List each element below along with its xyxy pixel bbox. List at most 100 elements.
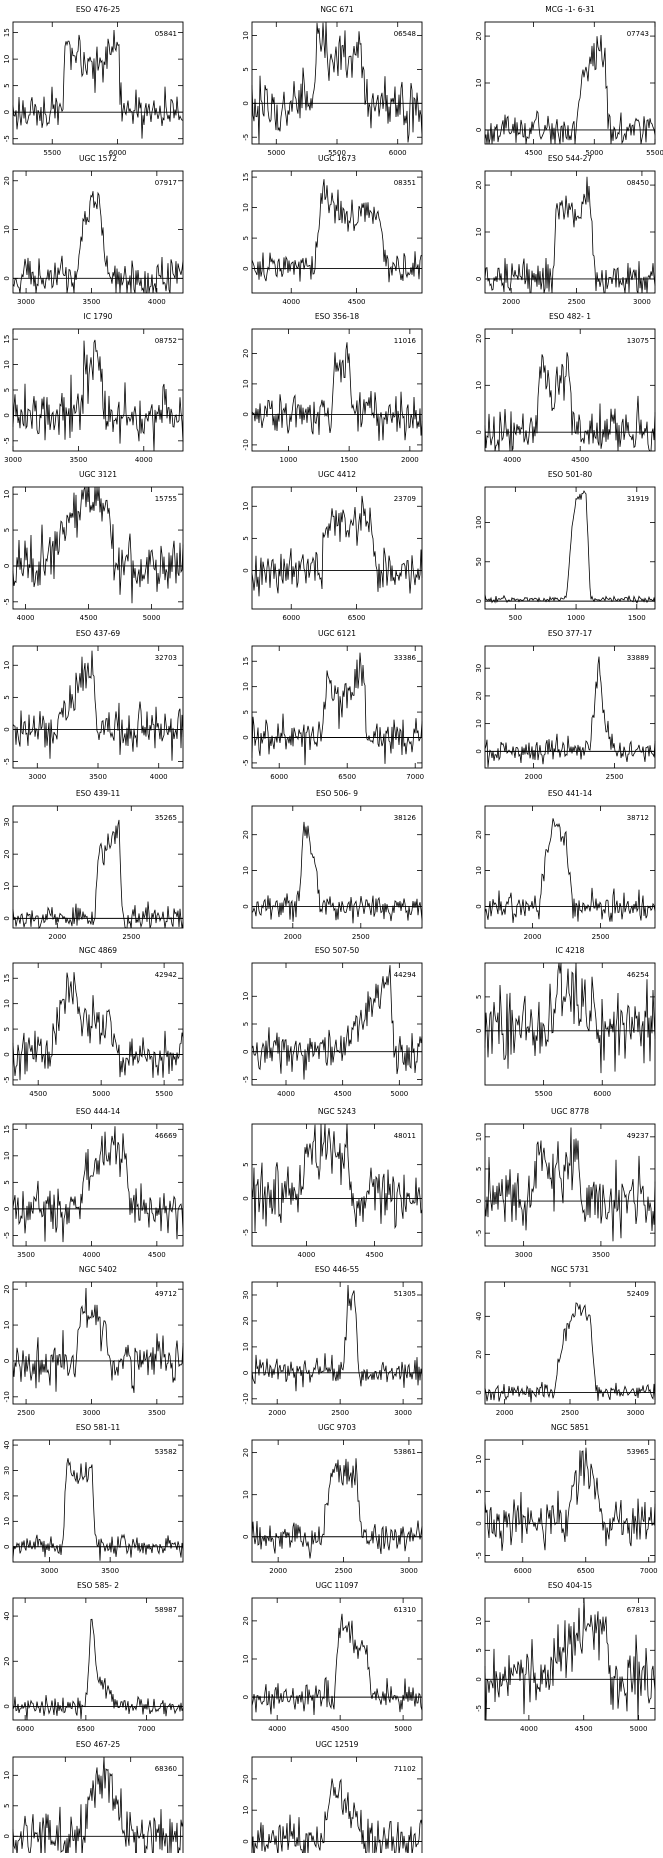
panel-frame	[484, 805, 656, 929]
panel-title: ESO 544-27	[548, 154, 593, 163]
panel-id-label: 53861	[394, 1448, 416, 1456]
panel-id-label: 61310	[394, 1606, 416, 1614]
panel-title: UGC 3121	[79, 470, 117, 479]
y-tick-label: 0	[242, 735, 250, 739]
x-tick-label: 6000	[593, 1090, 611, 1098]
y-tick-label: 5	[3, 695, 11, 699]
spectrum-line	[484, 1598, 656, 1721]
x-tick-label: 7000	[406, 773, 424, 781]
x-tick-label: 4000	[297, 1251, 315, 1259]
panel-title: ESO 501-80	[548, 470, 593, 479]
y-tick-label: -5	[242, 1076, 250, 1083]
panel-title: UGC 8778	[551, 1107, 589, 1116]
y-tick-label: 20	[3, 850, 11, 859]
panel-title: ESO 437-69	[76, 629, 121, 638]
panel-id-label: 07743	[627, 30, 649, 38]
x-tick-label: 2500	[122, 933, 140, 941]
panel-id-label: 07917	[155, 179, 177, 187]
x-tick-label: 3000	[626, 1409, 644, 1417]
spectrum-panel-08351: UGC 1673 08351 4000 4500 0 5 10 15	[242, 154, 423, 306]
y-tick-label: 5	[242, 1022, 250, 1026]
spectrum-line	[12, 972, 184, 1081]
y-tick-label: 20	[242, 830, 250, 839]
y-tick-label: -5	[3, 437, 11, 444]
y-tick-label: 10	[475, 228, 483, 237]
y-tick-label: 10	[475, 719, 483, 728]
y-tick-label: 10	[475, 1455, 483, 1464]
spectrum-line	[251, 1284, 423, 1392]
y-tick-label: 15	[3, 1125, 11, 1134]
panel-id-label: 06548	[394, 30, 416, 38]
spectrum-panel-32703: ESO 437-69 32703 3000 3500 4000 -5 0 5 10	[3, 629, 184, 781]
panel-frame	[251, 1439, 423, 1563]
panel-title: IC 4218	[556, 946, 585, 955]
y-tick-label: 10	[3, 1771, 11, 1780]
spectrum-panel-13075: ESO 482- 1 13075 4000 4500 0 10 20	[475, 312, 656, 464]
y-tick-label: 0	[475, 749, 483, 753]
x-tick-label: 3500	[17, 1251, 35, 1259]
y-tick-label: 10	[242, 1655, 250, 1664]
y-tick-label: 20	[242, 1316, 250, 1325]
panel-frame	[251, 328, 423, 452]
y-tick-label: 10	[3, 360, 11, 369]
spectrum-panel-31919: ESO 501-80 31919 500 1000 1500 0 50 100	[475, 470, 656, 622]
y-tick-label: 10	[3, 661, 11, 670]
x-tick-label: 5000	[92, 1090, 110, 1098]
y-tick-label: 10	[242, 1342, 250, 1351]
spectrum-panel-08450: ESO 544-27 08450 2000 2500 3000 0 10 20	[475, 154, 656, 306]
y-tick-label: 0	[3, 1052, 11, 1056]
panel-frame	[12, 328, 184, 452]
y-tick-label: 0	[242, 101, 250, 105]
spectrum-panel-58987: ESO 585- 2 58987 6000 6500 7000 0 20 40	[3, 1581, 184, 1733]
y-tick-label: 10	[242, 682, 250, 691]
y-tick-label: 10	[475, 1132, 483, 1141]
y-tick-label: 10	[475, 381, 483, 390]
y-tick-label: 10	[242, 203, 250, 212]
y-tick-label: 0	[3, 413, 11, 417]
spectrum-line	[251, 1613, 423, 1716]
x-tick-label: 4500	[80, 614, 98, 622]
x-tick-label: 3000	[515, 1251, 533, 1259]
panel-frame	[12, 962, 184, 1086]
panel-title: NGC 671	[320, 5, 354, 14]
y-tick-label: 5	[475, 1489, 483, 1493]
y-tick-label: 0	[3, 727, 11, 731]
y-tick-label: 10	[3, 1321, 11, 1330]
y-tick-label: 0	[3, 564, 11, 568]
panel-frame	[12, 1597, 184, 1721]
y-tick-label: 20	[3, 1285, 11, 1294]
spectrum-panel-44294: ESO 507-50 44294 4000 4500 5000 -5 0 5 10	[242, 946, 423, 1098]
panel-id-label: 42942	[155, 971, 177, 979]
x-tick-label: 5500	[646, 149, 663, 157]
x-tick-label: 5500	[535, 1090, 553, 1098]
x-tick-label: 3500	[83, 298, 101, 306]
spectrum-panel-33889: ESO 377-17 33889 2000 2500 0 10 20 30	[475, 629, 656, 781]
panel-frame	[12, 1123, 184, 1247]
spectrum-panel-07917: UGC 1572 07917 3000 3500 4000 0 10 20	[3, 154, 184, 306]
panel-title: NGC 5851	[551, 1423, 589, 1432]
y-tick-label: 50	[475, 557, 483, 566]
y-tick-label: 10	[242, 31, 250, 40]
x-tick-label: 3000	[17, 298, 35, 306]
y-tick-label: 5	[475, 1167, 483, 1171]
panel-id-label: 35265	[155, 814, 177, 822]
x-tick-label: 3500	[89, 773, 107, 781]
spectrum-line	[484, 1302, 656, 1403]
x-tick-label: 2000	[502, 298, 520, 306]
y-tick-label: 0	[242, 266, 250, 270]
y-tick-label: 0	[475, 1390, 483, 1394]
spectrum-panel-61310: UGC 11097 61310 4000 4500 5000 0 10 20	[242, 1581, 423, 1733]
y-tick-label: 0	[242, 1049, 250, 1053]
panel-id-label: 68360	[155, 1765, 177, 1773]
y-tick-label: 0	[3, 916, 11, 920]
x-tick-label: 5000	[394, 1725, 412, 1733]
spectrum-panel-05841: ESO 476-25 05841 5500 6000 -5 0 5 10 15	[3, 5, 184, 157]
x-tick-label: 1000	[280, 456, 298, 464]
panel-frame	[484, 645, 656, 769]
x-tick-label: 2500	[331, 1409, 349, 1417]
spectrum-panel-53965: NGC 5851 53965 6000 6500 7000 -5 0 5 10	[475, 1423, 658, 1575]
spectrum-line	[251, 1123, 423, 1232]
x-tick-label: 2000	[48, 933, 66, 941]
spectrum-panel-08752: IC 1790 08752 3000 3500 4000 -5 0 5 10 15	[3, 312, 184, 464]
spectrum-line	[484, 176, 656, 294]
